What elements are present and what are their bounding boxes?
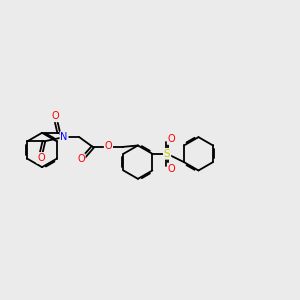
Text: O: O: [168, 134, 175, 144]
Text: S: S: [164, 149, 170, 159]
Text: O: O: [77, 154, 85, 164]
Text: N: N: [60, 132, 68, 142]
Text: O: O: [168, 164, 175, 173]
Text: O: O: [37, 153, 45, 163]
Text: O: O: [52, 111, 60, 122]
Text: O: O: [105, 141, 112, 152]
